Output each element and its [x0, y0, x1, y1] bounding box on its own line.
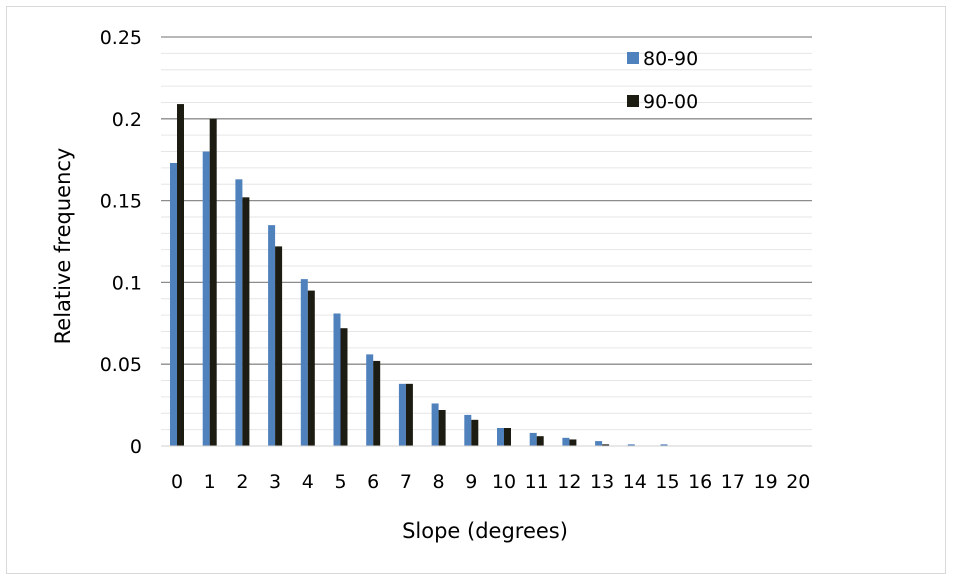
x-tick-label: 20: [786, 471, 810, 493]
x-axis-title: Slope (degrees): [402, 519, 568, 543]
y-axis-title: Relative frequency: [51, 148, 75, 345]
bar: [340, 328, 348, 446]
bar: [602, 444, 610, 446]
bar: [660, 444, 668, 446]
x-tick-label: 2: [236, 471, 248, 493]
bar: [405, 383, 413, 446]
bar: [177, 104, 184, 447]
x-tick-label: 16: [688, 471, 712, 493]
bar: [242, 197, 250, 446]
bar: [170, 162, 177, 447]
bar: [333, 313, 341, 446]
bar: [497, 428, 504, 446]
bars: [170, 104, 806, 447]
legend-label: 80-90: [643, 48, 698, 70]
chart-frame: [6, 6, 946, 574]
x-tick-label: 1: [204, 471, 216, 493]
x-tick-label: 6: [367, 471, 379, 493]
x-tick-label: 8: [433, 471, 445, 493]
minor-gridlines: [161, 52, 812, 431]
y-tick-label: 0: [130, 436, 142, 458]
bar: [300, 279, 308, 446]
x-tick-label: 10: [492, 471, 516, 493]
x-tick-label: 3: [269, 471, 281, 493]
bar: [471, 419, 479, 446]
x-tick-label: 0: [171, 471, 183, 493]
bar: [464, 414, 472, 446]
bar: [398, 383, 406, 446]
bar: [268, 225, 276, 446]
y-tick-label: 0.25: [100, 27, 142, 49]
x-tick-label: 14: [623, 471, 647, 493]
bar: [536, 436, 544, 446]
bar: [366, 354, 374, 446]
x-axis-ticks: 0 1 2 3 4 5 6 7 8 9 10 11 12 13 14 15 16 17 19 20: [171, 471, 810, 493]
bar: [529, 432, 537, 446]
bar: [627, 444, 635, 446]
bar: [438, 410, 446, 446]
x-tick-label: 7: [400, 471, 412, 493]
x-tick-label: 12: [557, 471, 581, 493]
y-tick-label: 0.1: [112, 272, 142, 294]
x-tick-label: 5: [334, 471, 346, 493]
y-tick-label: 0.05: [100, 354, 142, 376]
y-tick-label: 0.15: [100, 191, 142, 213]
y-axis-ticks: 0 0.05 0.1 0.15 0.2 0.25: [100, 27, 142, 458]
bar: [202, 151, 210, 446]
x-tick-label: 11: [525, 471, 549, 493]
x-tick-label: 17: [721, 471, 745, 493]
x-tick-label: 9: [465, 471, 477, 493]
legend-swatch: [627, 52, 639, 64]
bar: [431, 403, 439, 446]
x-tick-label: 15: [655, 471, 679, 493]
bar: [275, 246, 283, 446]
bar: [504, 428, 511, 446]
bar: [235, 179, 243, 446]
bar: [562, 437, 570, 446]
legend-label: 90-00: [643, 91, 698, 113]
legend: 80-90 90-00: [627, 48, 698, 113]
bar: [595, 441, 603, 446]
bar: [209, 118, 217, 447]
bar: [569, 439, 577, 446]
legend-swatch: [627, 95, 639, 107]
bar: [373, 360, 381, 446]
x-tick-label: 13: [590, 471, 614, 493]
x-tick-label: 19: [754, 471, 778, 493]
y-tick-label: 0.2: [112, 109, 142, 131]
bar: [307, 290, 315, 446]
x-tick-label: 4: [302, 471, 314, 493]
